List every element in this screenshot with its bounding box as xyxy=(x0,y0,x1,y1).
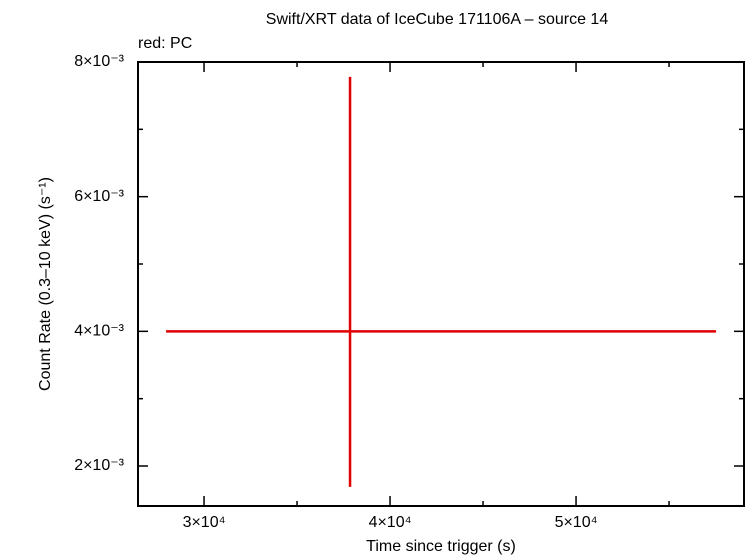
y-tick-label: 6×10⁻³ xyxy=(74,188,124,205)
x-tick-label: 4×10⁴ xyxy=(369,514,412,531)
y-tick-label: 4×10⁻³ xyxy=(74,323,124,340)
x-tick-label: 5×10⁴ xyxy=(555,514,598,531)
y-axis-label: Count Rate (0.3–10 keV) (s⁻¹) xyxy=(37,177,54,391)
y-tick-label: 2×10⁻³ xyxy=(74,457,124,474)
chart-title: Swift/XRT data of IceCube 171106A – sour… xyxy=(266,11,609,28)
x-tick-label: 3×10⁴ xyxy=(183,514,226,531)
chart-subtitle: red: PC xyxy=(138,35,192,52)
x-axis-label: Time since trigger (s) xyxy=(366,538,516,555)
y-tick-label: 8×10⁻³ xyxy=(74,53,124,70)
plot-frame xyxy=(137,61,745,507)
